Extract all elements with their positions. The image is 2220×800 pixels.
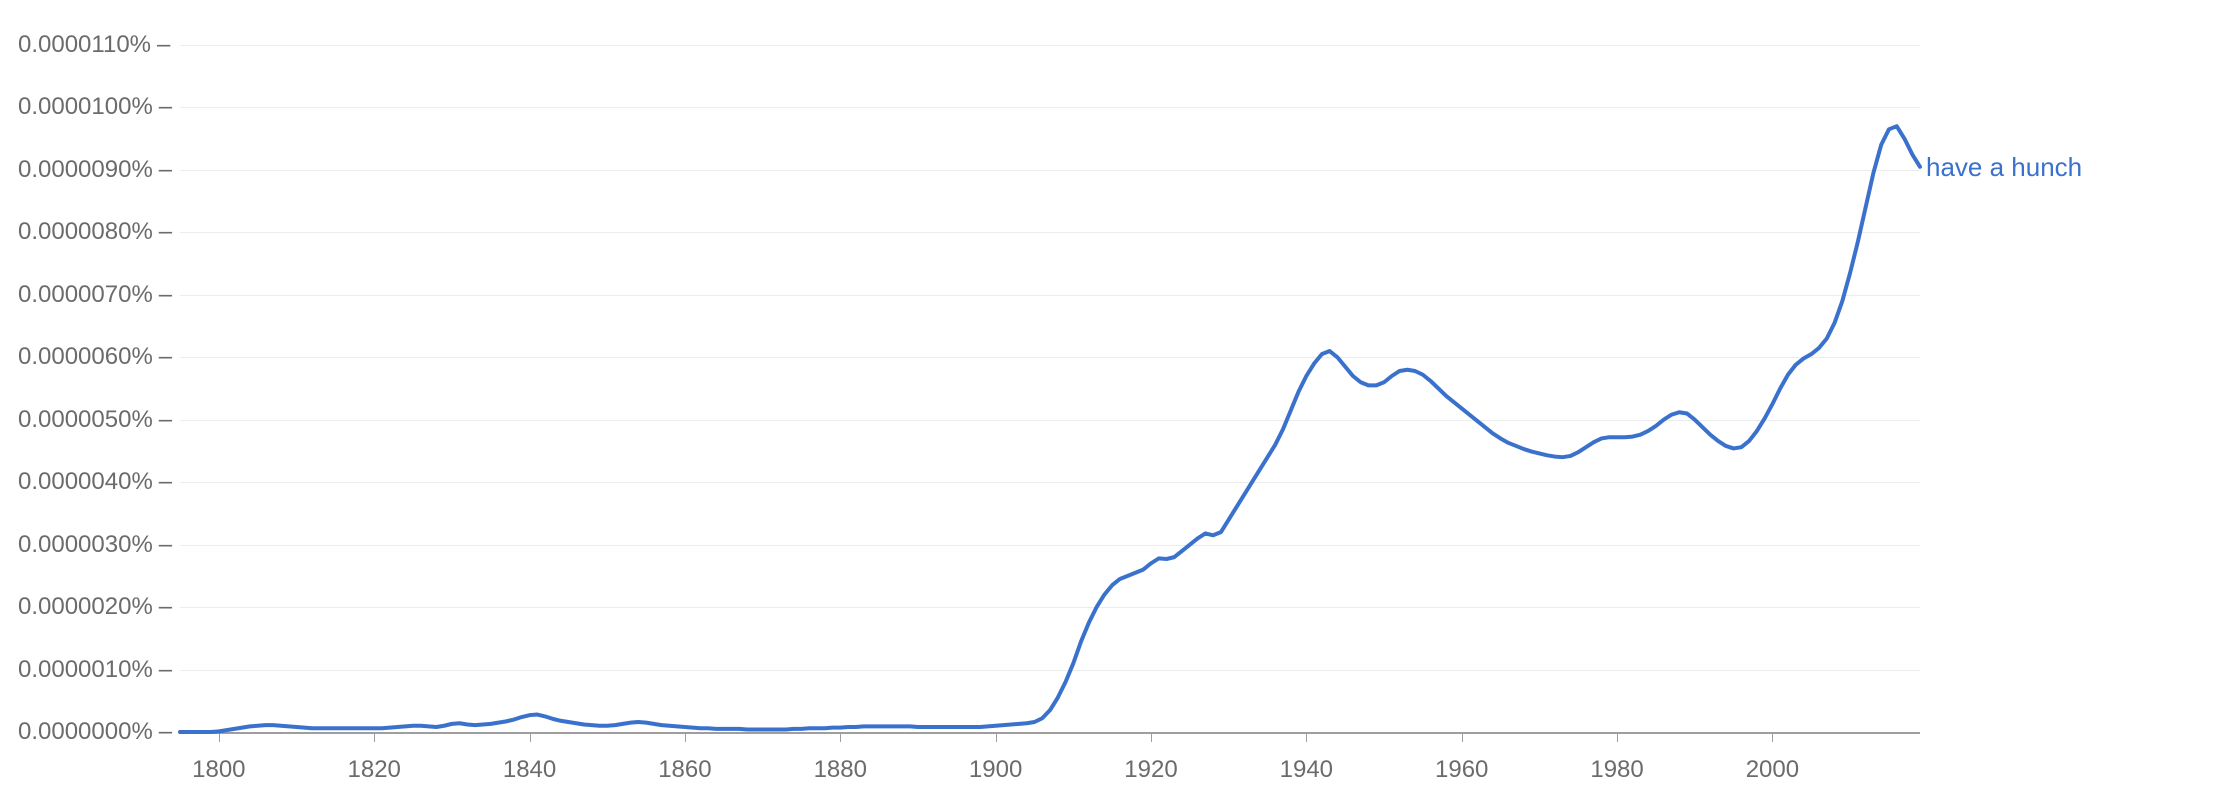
ngram-chart: 0.0000000%–0.0000010%–0.0000020%–0.00000… [0, 0, 2220, 800]
series-label[interactable]: have a hunch [1926, 152, 2082, 183]
series-line [0, 0, 2220, 800]
